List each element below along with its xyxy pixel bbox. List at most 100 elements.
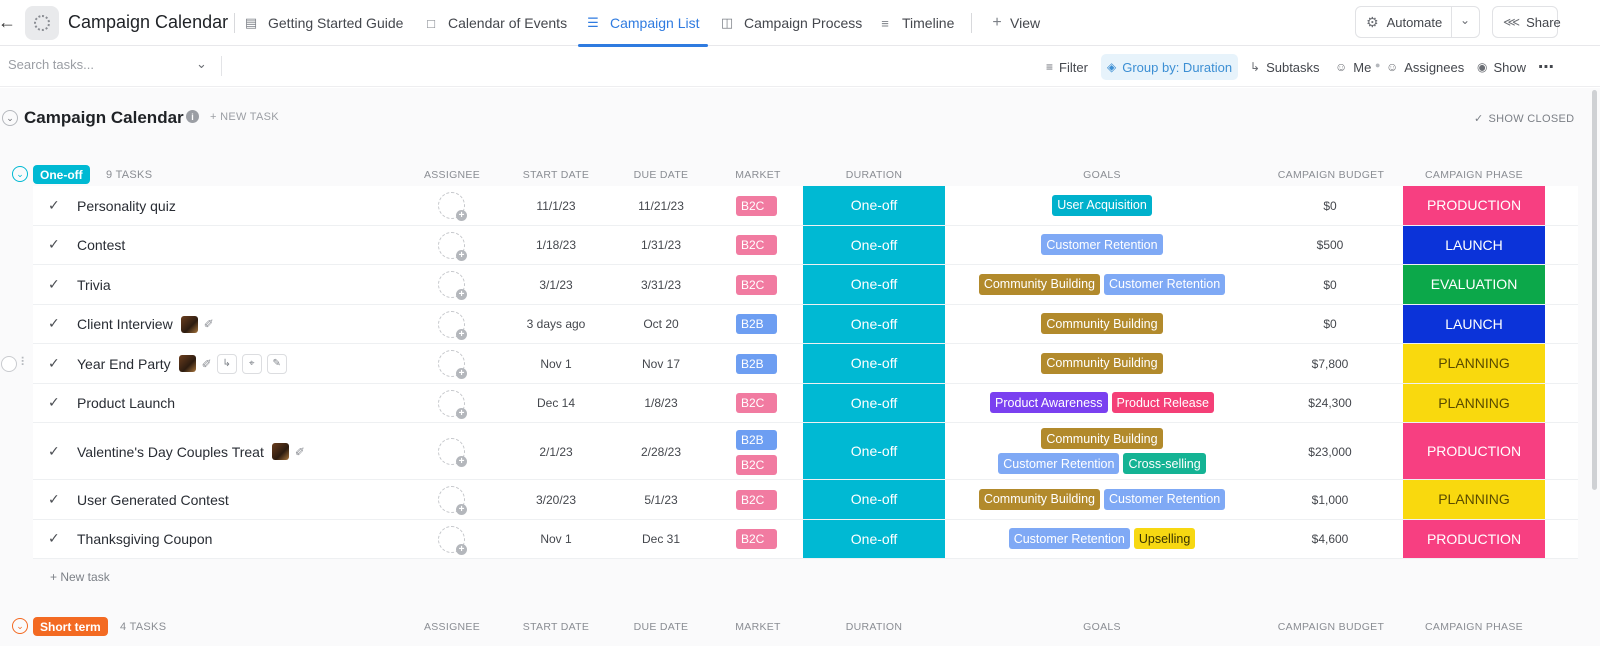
market-tag[interactable]: B2C: [736, 489, 777, 510]
task-name[interactable]: User Generated Contest: [77, 490, 229, 510]
goal-tag[interactable]: Customer Retention: [1041, 234, 1163, 256]
duration-cell[interactable]: One-off: [803, 304, 945, 343]
task-name-text[interactable]: Personality quiz: [77, 197, 176, 214]
duration-cell[interactable]: One-off: [803, 186, 945, 225]
campaign-budget-cell[interactable]: $24,300: [1308, 396, 1352, 411]
task-name-text[interactable]: Client Interview: [77, 316, 173, 333]
task-name[interactable]: Trivia: [77, 275, 111, 295]
tab-timeline[interactable]: ≡ Timeline: [878, 0, 954, 46]
tab-campaign-list[interactable]: ☰ Campaign List: [578, 0, 707, 47]
task-name[interactable]: Contest: [77, 235, 125, 255]
task-image-thumbnail[interactable]: [271, 443, 289, 460]
group-label-one-off[interactable]: One-off: [33, 165, 90, 184]
goal-tag[interactable]: Customer Retention: [998, 453, 1120, 474]
assignee-add-avatar[interactable]: [438, 350, 467, 380]
goals-cell[interactable]: Customer Retention: [947, 226, 1257, 265]
collapse-list-icon[interactable]: ⌄: [2, 110, 18, 126]
campaign-budget-cell[interactable]: $4,600: [1311, 532, 1349, 547]
due-date-cell[interactable]: Oct 20: [643, 317, 679, 332]
table-row[interactable]: ✓Product LaunchDec 141/8/23B2COne-offPro…: [33, 383, 1578, 423]
campaign-phase-cell[interactable]: LAUNCH: [1403, 225, 1545, 264]
task-status-check-icon[interactable]: ✓: [48, 275, 60, 292]
task-name[interactable]: Valentine's Day Couples Treat ✐: [77, 442, 305, 462]
goals-cell[interactable]: Customer Retention Upselling: [947, 520, 1257, 559]
task-name[interactable]: Client Interview ✐: [77, 314, 214, 334]
task-status-check-icon[interactable]: ✓: [48, 354, 60, 371]
show-button[interactable]: ◉ Show: [1477, 59, 1527, 75]
duration-cell[interactable]: One-off: [803, 265, 945, 304]
table-row[interactable]: ✓ Valentine's Day Couples Treat ✐ 2/1/23 2/2…: [33, 423, 1578, 480]
market-tag[interactable]: B2B: [736, 429, 777, 450]
market-tag[interactable]: B2C: [736, 235, 777, 256]
attachment-icon[interactable]: ✐: [294, 444, 305, 459]
table-row[interactable]: ✓ Thanksgiving Coupon Nov 1 Dec 31 B2C One-of…: [33, 519, 1578, 559]
column-header-assignee[interactable]: ASSIGNEE: [423, 169, 481, 181]
campaign-phase-cell[interactable]: EVALUATION: [1403, 265, 1545, 304]
duration-cell[interactable]: One-off: [803, 225, 945, 264]
goal-tag[interactable]: Customer Retention: [1008, 528, 1130, 550]
select-row-checkbox[interactable]: [1, 355, 17, 372]
task-name-text[interactable]: Contest: [77, 237, 126, 254]
campaign-phase-cell[interactable]: PRODUCTION: [1403, 423, 1545, 479]
goal-tag[interactable]: Cross-selling: [1123, 453, 1206, 474]
due-date-cell[interactable]: 5/1/23: [644, 492, 678, 507]
assignee-add-avatar[interactable]: [438, 231, 467, 261]
assignees-button[interactable]: ☺ Assignees: [1386, 59, 1465, 75]
due-date-cell[interactable]: 3/31/23: [640, 277, 682, 292]
task-name-text[interactable]: Valentine's Day Couples Treat: [77, 443, 264, 460]
campaign-budget-cell[interactable]: $23,000: [1308, 444, 1352, 459]
duration-cell[interactable]: One-off: [803, 480, 945, 519]
info-icon[interactable]: i: [186, 110, 199, 123]
task-status-check-icon[interactable]: ✓: [48, 236, 60, 253]
assignee-add-avatar[interactable]: [438, 486, 467, 516]
group-by-button[interactable]: ◈ Group by: Duration: [1101, 54, 1239, 80]
task-name-text[interactable]: User Generated Contest: [77, 491, 229, 508]
market-tag[interactable]: B2C: [736, 274, 777, 295]
goals-cell[interactable]: Community Building: [947, 344, 1257, 383]
start-date-cell[interactable]: 1/18/23: [535, 238, 577, 253]
subtasks-button[interactable]: ↳ Subtasks: [1250, 59, 1320, 75]
group-label-short-term[interactable]: Short term: [33, 617, 108, 636]
task-status-check-icon[interactable]: ✓: [48, 490, 60, 507]
goals-cell[interactable]: Product Awareness Product Release: [947, 384, 1257, 423]
campaign-phase-cell[interactable]: PRODUCTION: [1403, 186, 1545, 225]
column-header-duration[interactable]: DURATION: [845, 169, 903, 181]
campaign-phase-cell[interactable]: PLANNING: [1403, 344, 1545, 383]
column-header-goals[interactable]: GOALS: [1083, 169, 1121, 181]
task-status-check-icon[interactable]: ✓: [48, 442, 60, 459]
goal-tag[interactable]: Community Building: [978, 273, 1100, 295]
due-date-cell[interactable]: Dec 31: [641, 532, 681, 547]
task-name-text[interactable]: Trivia: [77, 276, 111, 293]
market-tag[interactable]: B2C: [736, 529, 777, 550]
task-name[interactable]: Product Launch: [77, 393, 175, 413]
start-date-cell[interactable]: Nov 1: [540, 356, 572, 371]
start-date-cell[interactable]: Dec 14: [536, 396, 576, 411]
goal-tag[interactable]: Customer Retention: [1104, 273, 1226, 295]
task-image-thumbnail[interactable]: [178, 355, 196, 373]
goal-tag[interactable]: Community Building: [978, 488, 1100, 510]
add-new-task-button[interactable]: + New task: [50, 570, 110, 584]
campaign-phase-cell[interactable]: PLANNING: [1403, 480, 1545, 519]
task-status-check-icon[interactable]: ✓: [48, 394, 60, 411]
task-status-check-icon[interactable]: ✓: [48, 530, 60, 547]
goal-tag[interactable]: Community Building: [1041, 313, 1163, 335]
task-name-text[interactable]: Product Launch: [77, 395, 176, 412]
campaign-budget-cell[interactable]: $500: [1316, 238, 1344, 253]
assignee-add-avatar[interactable]: [438, 438, 467, 467]
column-header-phase[interactable]: CAMPAIGN PHASE: [1425, 621, 1523, 633]
column-header-budget[interactable]: CAMPAIGN BUDGET: [1277, 621, 1385, 633]
column-header-start-date[interactable]: START DATE: [522, 169, 590, 181]
add-view-button[interactable]: + View: [990, 0, 1040, 46]
start-date-cell[interactable]: 3/20/23: [535, 492, 577, 507]
show-closed-button[interactable]: ✓ SHOW CLOSED: [1474, 113, 1575, 125]
assignee-add-avatar[interactable]: [438, 525, 467, 555]
search-input[interactable]: Search tasks...: [8, 57, 94, 72]
edit-icon[interactable]: ✎: [266, 353, 287, 374]
start-date-cell[interactable]: 3 days ago: [526, 317, 586, 332]
me-button[interactable]: ☺ Me: [1335, 59, 1372, 75]
campaign-budget-cell[interactable]: $0: [1323, 198, 1337, 213]
goals-cell[interactable]: Community Building: [947, 305, 1257, 344]
campaign-budget-cell[interactable]: $1,000: [1311, 492, 1349, 507]
table-row[interactable]: ✓Trivia3/1/233/31/23B2COne-offCommunity …: [33, 265, 1578, 305]
scrollbar[interactable]: [1592, 88, 1598, 646]
